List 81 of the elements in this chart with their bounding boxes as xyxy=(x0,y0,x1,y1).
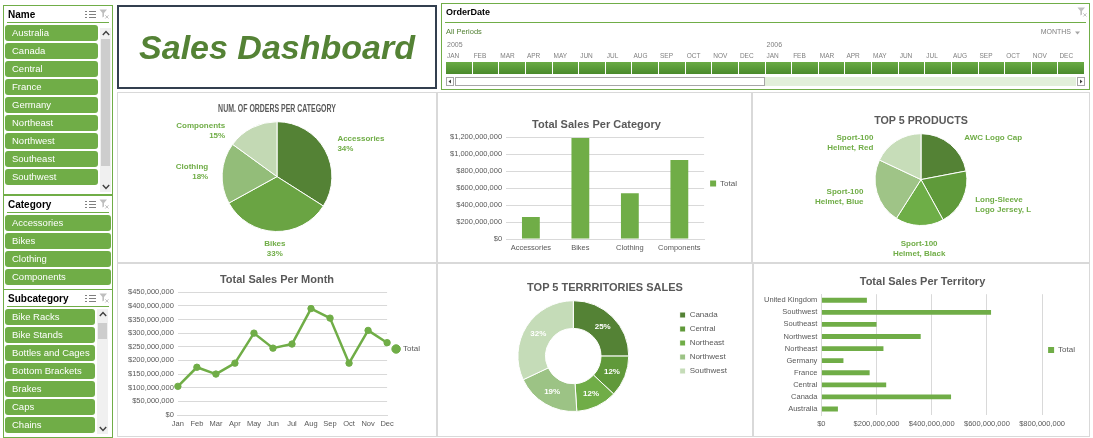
point xyxy=(193,363,201,371)
chart-title: Total Sales Per Month xyxy=(219,272,335,285)
point xyxy=(250,329,258,337)
filter-button: Accessories xyxy=(5,215,111,231)
legend-label: Total xyxy=(403,344,421,354)
bar xyxy=(821,297,867,303)
filter-button: Chains xyxy=(5,417,95,433)
slice-label: Accessories xyxy=(337,133,386,143)
legend-label: Total xyxy=(1058,345,1076,355)
point xyxy=(326,314,334,322)
text: Name xyxy=(8,9,36,21)
bar xyxy=(571,138,590,239)
legend-label: Northwest xyxy=(689,352,727,362)
bar xyxy=(821,394,952,400)
bar xyxy=(821,382,887,388)
bar xyxy=(821,309,992,315)
filter-button: Australia xyxy=(5,25,98,41)
legend-label: Northeast xyxy=(689,338,726,348)
data-label: 15% xyxy=(209,131,226,141)
filter-button: Bottom Brackets xyxy=(5,363,95,379)
filter-button: Bike Racks xyxy=(5,309,95,325)
filter-button: Southeast xyxy=(5,151,98,167)
bar xyxy=(620,193,639,239)
filter-button: Germany xyxy=(5,97,98,113)
slice-label: Clothing xyxy=(175,162,209,172)
point xyxy=(288,340,296,348)
point xyxy=(383,338,391,347)
bar xyxy=(821,370,870,376)
point xyxy=(231,359,239,367)
data-label: 25% xyxy=(594,321,611,331)
slice-label: Long-Sleeve Logo Jersey, L xyxy=(975,195,1032,215)
filter-button: Caps xyxy=(5,399,95,415)
bar xyxy=(521,216,540,239)
chart-title: Total Sales Per Category xyxy=(532,117,662,130)
point xyxy=(212,370,220,378)
filter-button: Bike Stands xyxy=(5,327,95,343)
data-label: 18% xyxy=(192,172,209,182)
filter-button: Brakes xyxy=(5,381,95,397)
filter-button: Northwest xyxy=(5,133,98,149)
point xyxy=(307,304,315,313)
bar xyxy=(821,358,844,364)
data-label: 32% xyxy=(530,329,547,339)
filter-button: Canada xyxy=(5,43,98,59)
legend-label: Southwest xyxy=(689,366,728,376)
filter-button: Central xyxy=(5,61,98,77)
bar xyxy=(821,334,921,339)
text: Category xyxy=(8,199,52,211)
chart-title: Total Sales Per Territory xyxy=(859,274,987,287)
text: OrderDate xyxy=(446,7,491,18)
text: Sales Dashboard xyxy=(139,27,415,67)
filter-button: Bikes xyxy=(5,233,111,249)
filter-button: Northeast xyxy=(5,115,98,131)
point xyxy=(364,326,372,335)
filter-button: Clothing xyxy=(5,251,111,267)
chart-title: TOP 5 TERRRITORIES SALES xyxy=(527,280,683,293)
point xyxy=(269,344,277,352)
chart-title: NUM. OF ORDERS PER CATEGORY xyxy=(218,102,336,115)
chart-title: TOP 5 PRODUCTS xyxy=(874,113,968,126)
slice-label: Components xyxy=(176,121,226,131)
filter-button: Bottles and Cages xyxy=(5,345,95,361)
bar xyxy=(821,321,877,327)
point xyxy=(345,359,353,367)
filter-button: Southwest xyxy=(5,169,98,185)
bar xyxy=(670,160,689,239)
legend-label: Central xyxy=(689,324,716,334)
filter-button: Components xyxy=(5,269,111,285)
slice-label: Sport-100 Helmet, Black xyxy=(892,239,946,259)
data-label: 33% xyxy=(266,249,283,259)
legend-label: Total xyxy=(720,178,738,188)
data-label: 34% xyxy=(337,143,354,153)
slice-label: Sport-100 Helmet, Blue xyxy=(815,186,865,206)
point xyxy=(174,382,182,391)
slice-label: AWC Logo Cap xyxy=(964,133,1023,143)
filter-button: France xyxy=(5,79,98,95)
bar xyxy=(821,346,884,351)
legend-label: Canada xyxy=(689,310,719,320)
data-label: 12% xyxy=(603,366,620,376)
data-label: 12% xyxy=(583,388,600,398)
slice-label: Sport-100 Helmet, Red xyxy=(827,133,874,153)
text: Subcategory xyxy=(8,293,69,305)
data-label: 19% xyxy=(544,387,561,397)
